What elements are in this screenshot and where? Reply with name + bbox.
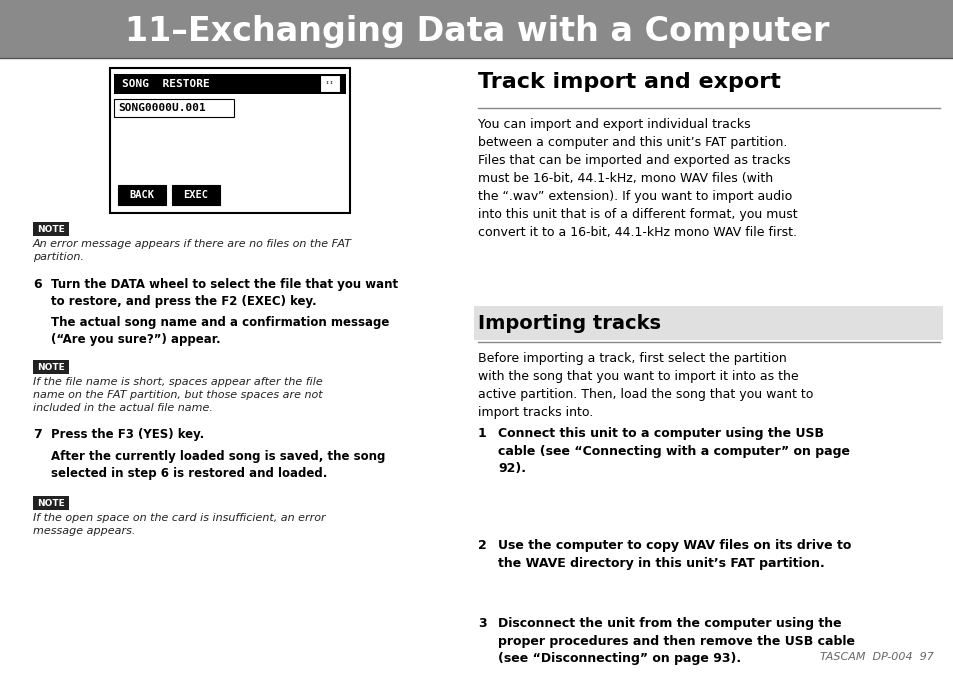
Text: NOTE: NOTE xyxy=(37,498,65,507)
Text: You can import and export individual tracks
between a computer and this unit’s F: You can import and export individual tra… xyxy=(477,118,797,239)
Text: ᴵᴵ: ᴵᴵ xyxy=(325,80,335,88)
Text: Turn the DATA wheel to select the file that you want
to restore, and press the F: Turn the DATA wheel to select the file t… xyxy=(51,278,397,308)
Text: 3: 3 xyxy=(477,617,486,630)
Bar xyxy=(33,222,69,236)
Bar xyxy=(319,75,339,92)
Text: Before importing a track, first select the partition
with the song that you want: Before importing a track, first select t… xyxy=(477,352,813,419)
Text: 2: 2 xyxy=(477,539,486,552)
Bar xyxy=(172,185,220,205)
Text: Disconnect the unit from the computer using the
proper procedures and then remov: Disconnect the unit from the computer us… xyxy=(497,617,854,665)
Text: EXEC: EXEC xyxy=(183,190,209,200)
Bar xyxy=(33,360,69,374)
Bar xyxy=(113,74,346,94)
Text: TASCAM  DP-004  97: TASCAM DP-004 97 xyxy=(820,652,933,662)
Text: NOTE: NOTE xyxy=(37,224,65,233)
Text: SONG  RESTORE: SONG RESTORE xyxy=(122,79,210,89)
Bar xyxy=(110,68,350,213)
Text: Connect this unit to a computer using the USB
cable (see “Connecting with a comp: Connect this unit to a computer using th… xyxy=(497,427,849,475)
Text: BACK: BACK xyxy=(130,190,154,200)
Text: 6: 6 xyxy=(33,278,42,291)
Text: 7: 7 xyxy=(33,428,42,441)
Text: SONG0000U.001: SONG0000U.001 xyxy=(118,103,206,113)
Bar xyxy=(118,185,166,205)
Bar xyxy=(33,496,69,510)
Text: An error message appears if there are no files on the FAT
partition.: An error message appears if there are no… xyxy=(33,239,352,262)
Text: If the file name is short, spaces appear after the file
name on the FAT partitio: If the file name is short, spaces appear… xyxy=(33,377,322,413)
Text: 1: 1 xyxy=(477,427,486,440)
Text: Press the F3 (YES) key.: Press the F3 (YES) key. xyxy=(51,428,204,441)
Text: If the open space on the card is insufficient, an error
message appears.: If the open space on the card is insuffi… xyxy=(33,513,325,537)
Text: Importing tracks: Importing tracks xyxy=(477,314,660,333)
Text: After the currently loaded song is saved, the song
selected in step 6 is restore: After the currently loaded song is saved… xyxy=(51,450,385,480)
Text: The actual song name and a confirmation message
(“Are you sure?”) appear.: The actual song name and a confirmation … xyxy=(51,316,389,346)
Bar xyxy=(113,99,233,117)
Bar xyxy=(0,0,953,58)
Text: 11–Exchanging Data with a Computer: 11–Exchanging Data with a Computer xyxy=(125,14,828,48)
Text: Track import and export: Track import and export xyxy=(477,72,781,92)
Text: NOTE: NOTE xyxy=(37,362,65,371)
Bar xyxy=(474,306,942,340)
Text: Use the computer to copy WAV files on its drive to
the WAVE directory in this un: Use the computer to copy WAV files on it… xyxy=(497,539,850,570)
